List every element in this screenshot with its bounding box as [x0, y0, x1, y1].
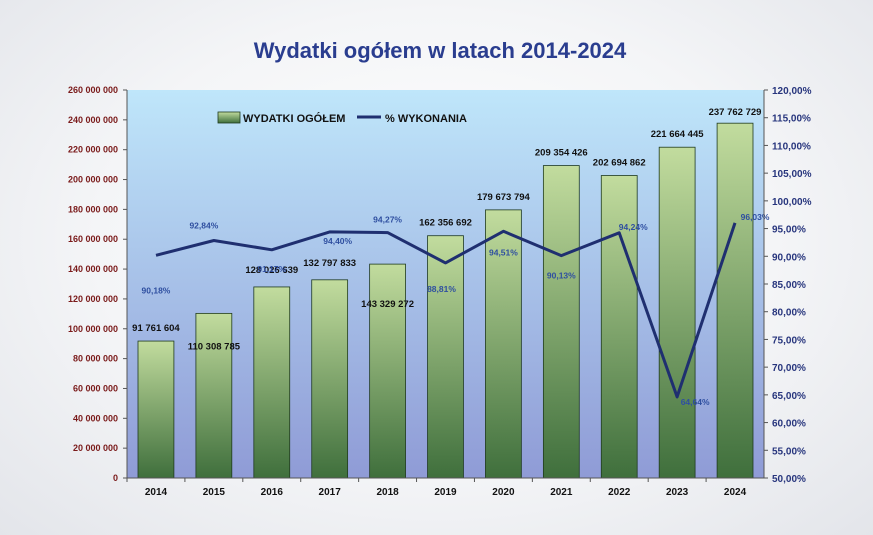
- bar: [716, 122, 754, 479]
- line-value-label: 94,51%: [489, 247, 518, 257]
- bar-value-label: 221 664 445: [651, 129, 705, 140]
- left-tick-label: 120 000 000: [68, 294, 118, 304]
- left-tick-label: 160 000 000: [68, 234, 118, 244]
- left-tick-label: 220 000 000: [68, 145, 118, 155]
- bar: [369, 263, 406, 479]
- x-tick-label: 2020: [492, 487, 515, 498]
- bar-value-label: 202 694 862: [593, 158, 646, 169]
- right-tick-label: 80,00%: [772, 308, 806, 319]
- left-tick-label: 260 000 000: [68, 85, 118, 95]
- x-tick-label: 2019: [434, 487, 457, 498]
- line-value-label: 94,27%: [373, 215, 402, 225]
- line-path: [155, 222, 737, 399]
- bar: [137, 340, 175, 479]
- x-tick-label: 2024: [724, 487, 747, 498]
- bar-value-label: 209 354 426: [535, 148, 588, 159]
- right-tick-label: 85,00%: [772, 280, 806, 291]
- bar-value-label: 128 026 639: [245, 265, 298, 276]
- right-tick-label: 55,00%: [772, 446, 806, 457]
- right-tick-label: 115,00%: [772, 114, 811, 125]
- x-tick-label: 2023: [666, 487, 689, 498]
- left-tick-label: 140 000 000: [68, 264, 118, 274]
- left-tick-label: 240 000 000: [68, 115, 118, 125]
- line-value-label: 94,24%: [619, 222, 648, 232]
- right-tick-label: 65,00%: [772, 391, 806, 402]
- left-axis: 0 20 000 000 40 000 000 60 000 000 80 000 00…: [68, 85, 127, 483]
- bar: [311, 279, 349, 479]
- bar: [658, 146, 696, 479]
- bar: [427, 235, 464, 479]
- bar-value-label: 162 356 692: [419, 218, 472, 229]
- bar: [485, 209, 522, 479]
- x-tick-label: 2016: [261, 487, 284, 498]
- bar-value-label: 132 797 833: [303, 258, 356, 269]
- x-tick-label: 2014: [145, 487, 168, 498]
- line-value-label: 94,40%: [323, 236, 352, 246]
- bar-value-label: 179 673 794: [477, 192, 531, 203]
- right-tick-label: 60,00%: [772, 419, 806, 430]
- bar-value-label: 143 329 272: [361, 299, 414, 310]
- bar: [195, 312, 233, 479]
- legend-bar-swatch: [217, 111, 241, 124]
- right-axis: 50,00% 55,00% 60,00% 65,00% 70,00% 75,00% 80,0…: [764, 86, 812, 485]
- legend: WYDATKI OGÓŁEM % WYKONANIA: [217, 111, 467, 125]
- right-tick-label: 95,00%: [772, 225, 806, 236]
- left-tick-label: 20 000 000: [73, 443, 118, 453]
- x-tick-label: 2022: [608, 487, 631, 498]
- left-tick-label: 80 000 000: [73, 354, 118, 364]
- line-value-label: 90,13%: [547, 271, 576, 281]
- x-tick-label: 2015: [203, 487, 226, 498]
- right-tick-label: 110,00%: [772, 141, 811, 152]
- left-tick-label: 100 000 000: [68, 324, 118, 334]
- left-tick-label: 200 000 000: [68, 175, 118, 185]
- line-value-label: 64,64%: [681, 397, 710, 407]
- right-tick-label: 100,00%: [772, 197, 812, 208]
- line-value-label: 92,84%: [189, 221, 218, 231]
- left-tick-label: 60 000 000: [73, 383, 118, 393]
- legend-bar-label: WYDATKI OGÓŁEM: [243, 112, 345, 125]
- chart-title: Wydatki ogółem w latach 2014-2024: [254, 38, 627, 63]
- right-tick-label: 105,00%: [772, 169, 812, 180]
- right-tick-label: 50,00%: [772, 474, 806, 485]
- left-tick-label: 180 000 000: [68, 204, 118, 214]
- bar-series: 91 761 604 110 308 785 128 026 639 132 797 …: [132, 107, 762, 479]
- bar-value-label: 237 762 729: [709, 107, 762, 118]
- right-tick-label: 90,00%: [772, 252, 806, 263]
- line-value-label: 88,81%: [427, 284, 456, 294]
- left-tick-label: 0: [113, 473, 118, 483]
- bar: [253, 286, 291, 479]
- legend-line-label: % WYKONANIA: [385, 113, 467, 125]
- x-tick-label: 2017: [319, 487, 342, 498]
- line-value-label: 96,03%: [741, 212, 770, 222]
- right-tick-label: 70,00%: [772, 363, 806, 374]
- line-series: 90,18% 92,84% 91,17% 94,40% 94,27% 88,81% 94,5…: [142, 212, 770, 407]
- line-value-label: 91,17%: [257, 264, 286, 274]
- right-tick-label: 75,00%: [772, 335, 806, 346]
- bar: [542, 165, 580, 479]
- x-tick-label: 2021: [550, 487, 573, 498]
- left-tick-label: 40 000 000: [73, 413, 118, 423]
- x-axis: 2014 2015 2016 2017 2018 2019 2020 2021 2022 2023…: [126, 478, 747, 498]
- bar: [600, 175, 638, 479]
- x-tick-label: 2018: [376, 487, 399, 498]
- line-value-label: 90,18%: [142, 285, 171, 295]
- bar-value-label: 91 761 604: [132, 323, 180, 334]
- bar-value-label: 110 308 785: [188, 341, 241, 352]
- right-tick-label: 120,00%: [772, 86, 812, 97]
